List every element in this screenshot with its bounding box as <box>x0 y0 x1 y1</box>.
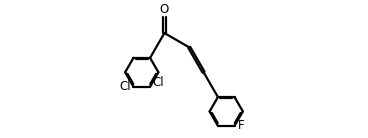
Text: F: F <box>237 119 244 132</box>
Text: Cl: Cl <box>153 76 164 89</box>
Text: O: O <box>160 3 169 16</box>
Text: Cl: Cl <box>120 80 131 93</box>
